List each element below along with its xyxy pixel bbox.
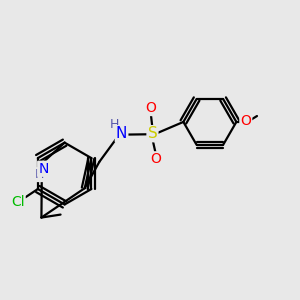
Text: O: O <box>240 114 251 128</box>
Text: H: H <box>110 118 119 131</box>
Text: N: N <box>116 126 127 141</box>
Text: N: N <box>38 162 49 176</box>
Text: O: O <box>146 101 156 115</box>
Text: Cl: Cl <box>11 195 25 209</box>
Text: S: S <box>148 126 157 141</box>
Text: H: H <box>34 168 44 181</box>
Text: O: O <box>150 152 161 166</box>
